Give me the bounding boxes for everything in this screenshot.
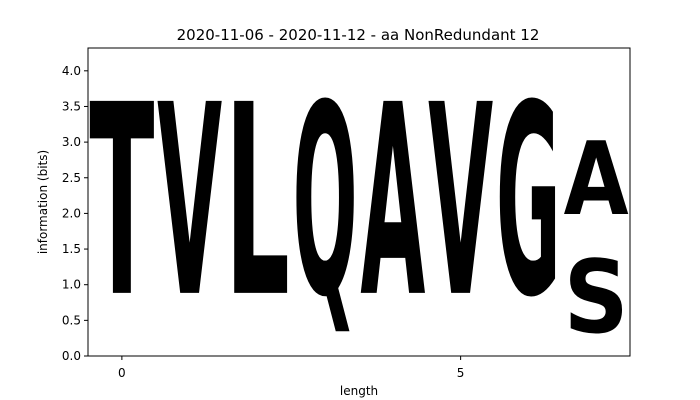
logo-letter-s: S bbox=[564, 238, 629, 356]
y-axis: 0.0 0.5 1.0 1.5 2.0 2.5 3.0 3.5 4.0 bbox=[62, 64, 88, 363]
logo-letter-v: V bbox=[428, 50, 493, 356]
y-tick-label: 3.5 bbox=[62, 99, 81, 113]
x-tick-label: 5 bbox=[457, 366, 465, 380]
y-tick-label: 4.0 bbox=[62, 64, 81, 78]
x-axis-label: length bbox=[340, 384, 378, 398]
logo-letter-v: V bbox=[157, 50, 222, 356]
logo-letter-t: T bbox=[89, 48, 154, 355]
logo-letter-a: A bbox=[360, 50, 425, 356]
logo-letter-a: A bbox=[564, 121, 629, 238]
y-tick-label: 2.0 bbox=[62, 206, 81, 220]
chart-title: 2020-11-06 - 2020-11-12 - aa NonRedundan… bbox=[177, 26, 540, 44]
plot-frame bbox=[87, 47, 631, 357]
y-axis-label: information (bits) bbox=[36, 150, 50, 254]
y-tick-label: 1.5 bbox=[62, 242, 81, 256]
y-tick-label: 3.0 bbox=[62, 135, 81, 149]
logo-letter-q: Q bbox=[293, 48, 358, 355]
y-tick-label: 2.5 bbox=[62, 171, 81, 185]
logo-letter-g: G bbox=[496, 49, 561, 355]
x-tick-label: 0 bbox=[118, 366, 126, 380]
y-tick-label: 0.5 bbox=[62, 313, 81, 327]
y-tick-label: 0.0 bbox=[62, 349, 81, 363]
logo-letters: T V L Q A V G SA bbox=[89, 48, 629, 356]
y-tick-label: 1.0 bbox=[62, 278, 81, 292]
logo-letter-l: L bbox=[225, 50, 290, 356]
